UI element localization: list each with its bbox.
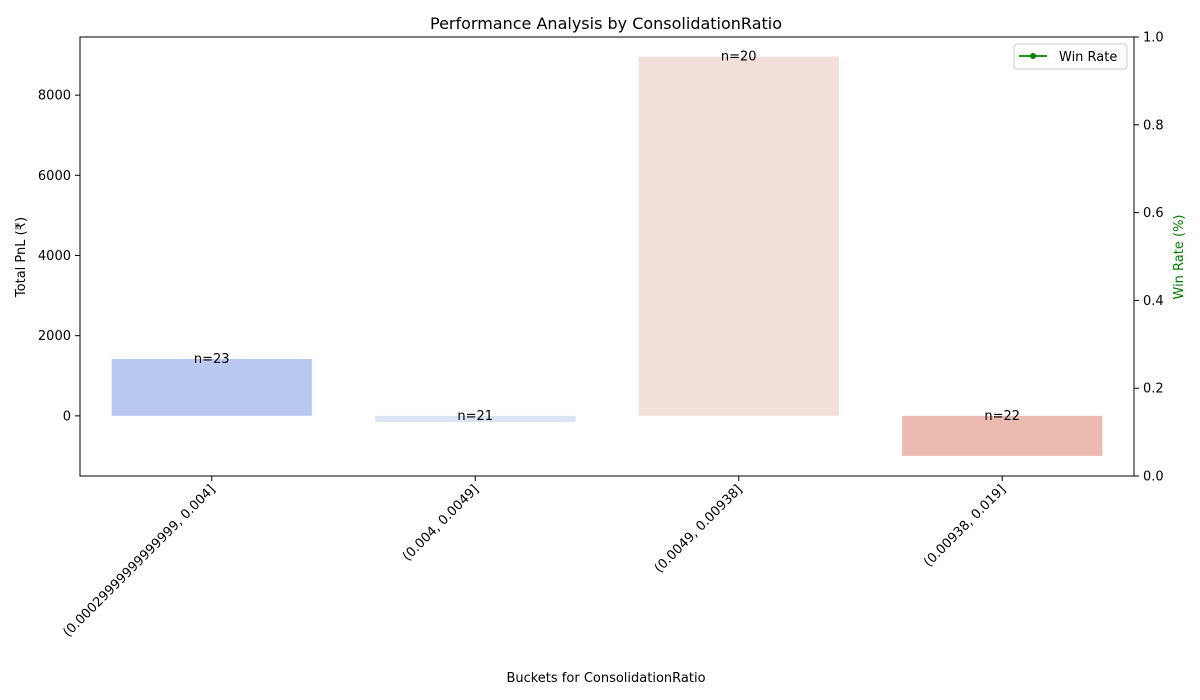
x-tick-label-4: (0.00938, 0.019] <box>921 482 1009 570</box>
y-tick-label-1: 0 <box>63 409 71 424</box>
x-tick-label-2: (0.004, 0.0049] <box>400 482 482 564</box>
legend-marker-win-rate <box>1030 53 1036 59</box>
plot-frame <box>79 36 1135 477</box>
legend-box <box>1013 43 1128 70</box>
y-tick-label-3: 4000 <box>38 249 71 264</box>
x-tick-label-3: (0.0049, 0.00938] <box>652 482 746 576</box>
bar-4 <box>902 415 1103 456</box>
count-label-1: n=23 <box>194 352 230 367</box>
y-tick-label-4: 6000 <box>38 169 71 184</box>
bar-3 <box>638 56 839 416</box>
legend: Win Rate <box>1013 43 1128 70</box>
x-tick-label-1: (0.00029999999999999, 0.004] <box>60 482 218 640</box>
count-label-3: n=20 <box>721 50 757 65</box>
y2-axis-label: Win Rate (%) <box>1172 215 1187 300</box>
count-label-2: n=21 <box>457 409 493 424</box>
x-axis-label: Buckets for ConsolidationRatio <box>506 671 705 686</box>
y2-tick-label-2: 0.2 <box>1143 382 1164 397</box>
chart-title: Performance Analysis by ConsolidationRat… <box>430 14 782 33</box>
bar-2 <box>375 415 576 422</box>
y2-tick-label-6: 1.0 <box>1143 31 1164 46</box>
y2-tick-label-4: 0.6 <box>1143 206 1164 221</box>
y2-tick-label-5: 0.8 <box>1143 118 1164 133</box>
y-tick-label-2: 2000 <box>38 329 71 344</box>
y-tick-label-5: 8000 <box>38 89 71 104</box>
y-axis-label: Total PnL (₹) <box>14 217 29 298</box>
bar-1 <box>111 358 312 416</box>
count-label-4: n=22 <box>984 409 1020 424</box>
y2-tick-label-3: 0.4 <box>1143 294 1164 309</box>
y2-tick-label-1: 0.0 <box>1143 470 1164 485</box>
legend-label-win-rate: Win Rate <box>1059 50 1117 65</box>
